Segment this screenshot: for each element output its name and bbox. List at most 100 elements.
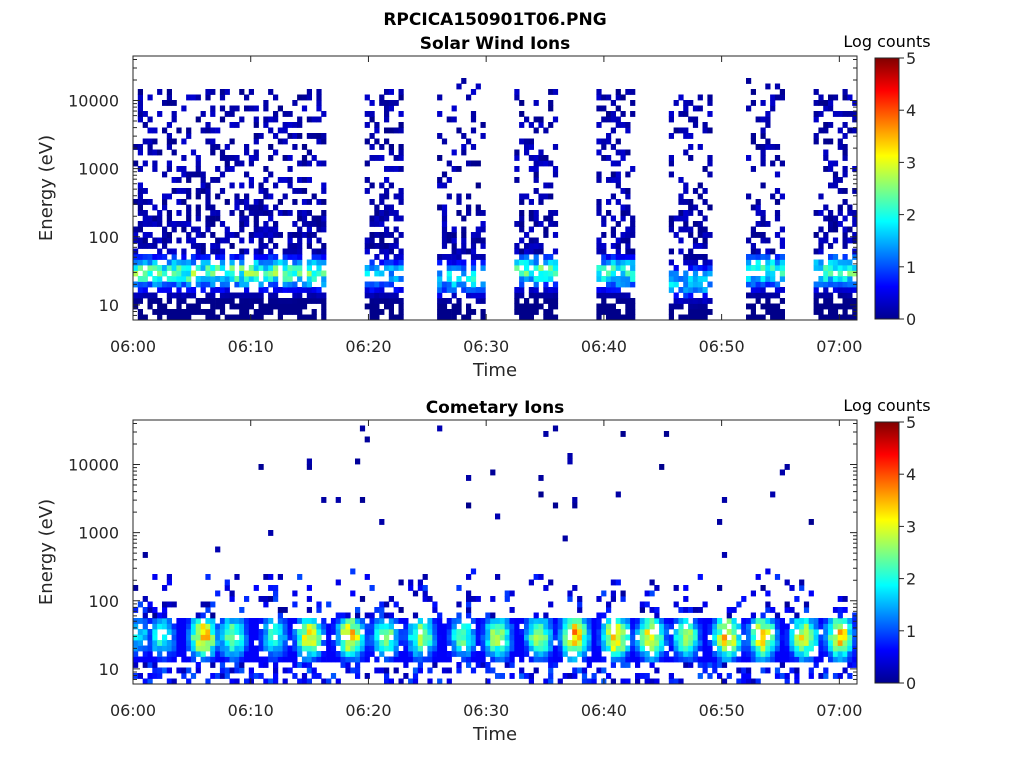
heatmap-cell: [171, 111, 177, 117]
heatmap-cell: [644, 640, 650, 646]
y-axis-label: Energy (eV): [36, 499, 57, 605]
heatmap-cell: [470, 629, 477, 635]
heatmap-cell: [847, 314, 853, 321]
heatmap-cell: [606, 259, 612, 266]
heatmap-cell: [142, 210, 148, 216]
heatmap-cell: [490, 634, 496, 641]
heatmap-cell: [470, 237, 477, 244]
heatmap-cell: [803, 601, 810, 608]
heatmap-cell: [384, 254, 390, 260]
heatmap-cell: [524, 270, 530, 277]
heatmap-cell: [760, 276, 766, 282]
heatmap-cell: [359, 596, 366, 602]
heatmap-cell: [615, 94, 621, 101]
heatmap-cell: [412, 634, 419, 641]
heatmap-cell: [504, 651, 510, 657]
heatmap-cell: [176, 309, 182, 315]
heatmap-cell: [388, 645, 394, 652]
heatmap-cell: [224, 276, 230, 282]
heatmap-cell: [263, 265, 269, 271]
heatmap-cell: [282, 248, 288, 255]
heatmap-cell: [210, 138, 216, 145]
heatmap-cell: [635, 678, 641, 685]
heatmap-cell: [519, 281, 525, 288]
heatmap-cell: [688, 623, 694, 630]
heatmap-cell: [495, 634, 501, 641]
heatmap-cell: [847, 226, 853, 233]
heatmap-cell: [369, 133, 375, 139]
colorbar-label: Log counts: [843, 396, 930, 415]
heatmap-cell: [311, 314, 317, 321]
heatmap-cell: [176, 287, 182, 293]
heatmap-cell: [601, 116, 607, 123]
heatmap-cell: [514, 94, 520, 101]
heatmap-cell: [813, 629, 819, 635]
heatmap-cell: [287, 309, 293, 315]
heatmap-cell: [552, 171, 559, 178]
heatmap-cell: [142, 254, 148, 260]
heatmap-cell: [813, 248, 819, 255]
heatmap-cell: [282, 138, 288, 145]
heatmap-cell: [292, 640, 298, 646]
heatmap-cell: [774, 645, 781, 652]
heatmap-cell: [152, 634, 158, 641]
heatmap-cell: [842, 254, 848, 260]
heatmap-cell: [847, 265, 853, 271]
heatmap-cell: [466, 193, 472, 200]
heatmap-cell: [741, 629, 747, 635]
heatmap-cell: [615, 491, 621, 498]
heatmap-cell: [548, 270, 554, 277]
heatmap-cell: [620, 215, 626, 222]
heatmap-cell: [446, 634, 452, 641]
heatmap-cell: [244, 248, 250, 255]
heatmap-cell: [195, 629, 201, 635]
heatmap-cell: [205, 656, 211, 663]
heatmap-cell: [398, 166, 404, 172]
heatmap-cell: [683, 662, 689, 668]
heatmap-cell: [779, 629, 785, 635]
heatmap-cell: [190, 237, 197, 244]
heatmap-cell: [828, 138, 834, 145]
heatmap-cell: [712, 634, 718, 641]
heatmap-cell: [524, 138, 530, 145]
heatmap-cell: [828, 166, 834, 172]
heatmap-cell: [364, 640, 370, 646]
heatmap-cell: [461, 314, 467, 321]
heatmap-cell: [229, 645, 235, 652]
heatmap-cell: [311, 618, 317, 624]
heatmap-cell: [306, 116, 312, 123]
heatmap-cell: [731, 618, 737, 624]
heatmap-cell: [195, 651, 201, 657]
heatmap-cell: [441, 210, 448, 216]
heatmap-cell: [630, 656, 636, 663]
heatmap-cell: [181, 166, 187, 172]
heatmap-cell: [306, 640, 312, 646]
heatmap-cell: [552, 166, 559, 172]
heatmap-cell: [847, 651, 853, 657]
heatmap-cell: [499, 629, 505, 635]
heatmap-cell: [784, 634, 790, 641]
heatmap-cell: [774, 574, 781, 580]
heatmap-cell: [229, 618, 235, 624]
heatmap-cell: [639, 656, 645, 663]
heatmap-cell: [683, 105, 689, 112]
heatmap-cell: [176, 623, 182, 630]
heatmap-cell: [470, 232, 477, 238]
heatmap-cell: [480, 122, 486, 128]
heatmap-cell: [152, 265, 158, 271]
heatmap-cell: [195, 618, 201, 624]
heatmap-cell: [543, 215, 549, 222]
heatmap-cell: [147, 303, 153, 310]
heatmap-cell: [369, 199, 375, 205]
heatmap-cell: [779, 469, 785, 476]
heatmap-cell: [147, 215, 153, 222]
heatmap-cell: [760, 149, 766, 156]
heatmap-cell: [828, 314, 834, 321]
heatmap-cell: [142, 237, 148, 244]
heatmap-cell: [528, 215, 534, 222]
heatmap-cell: [750, 232, 756, 238]
heatmap-cell: [364, 237, 370, 244]
heatmap-cell: [818, 248, 824, 255]
heatmap-cell: [475, 596, 481, 602]
